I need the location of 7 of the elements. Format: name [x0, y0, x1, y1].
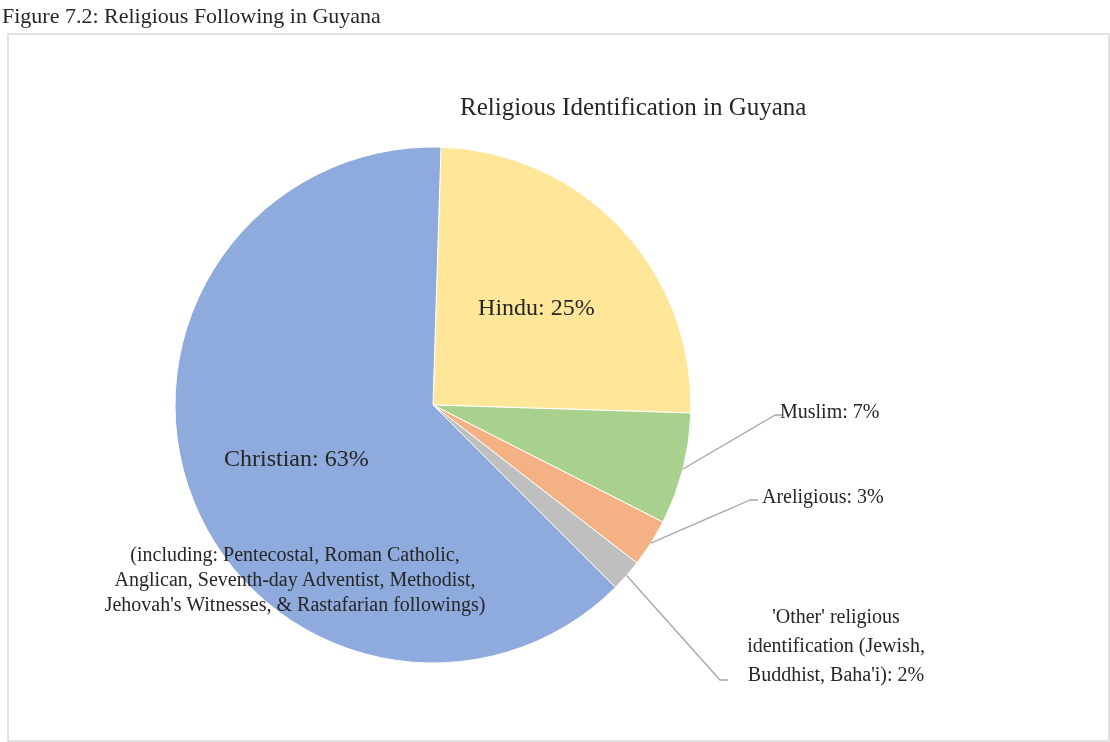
- slice-label: Hindu: 25%: [478, 293, 595, 320]
- slice-label: Christian: 63%: [223, 445, 369, 472]
- slice-label: 'Other' religious identification (Jewish, Buddhist, Baha'i): 2%: [747, 605, 925, 686]
- caption: Figure 7.2: Religious Following in Guyana: [2, 3, 382, 28]
- chart-title: Religious Identification in Guyana: [460, 93, 807, 120]
- slice-label: Muslim: 7%: [780, 400, 880, 422]
- slice-label: Areligious: 3%: [762, 485, 884, 508]
